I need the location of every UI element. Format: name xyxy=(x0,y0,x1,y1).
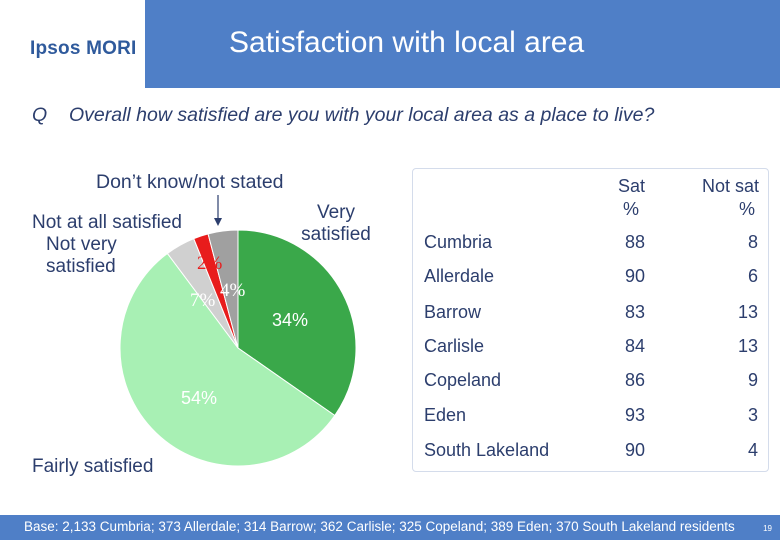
row-sat: 93 xyxy=(624,405,645,425)
callout-very-satisfied: Very satisfied xyxy=(301,202,371,245)
row-area: Copeland xyxy=(424,370,502,390)
pie-chart xyxy=(119,195,357,467)
results-table: Sat % Not sat % Cumbria 88 8 Allerdale 9… xyxy=(412,168,769,472)
pct-label-fairly-satisfied: 54% xyxy=(181,388,218,408)
header-not-sat-unit: % xyxy=(738,199,755,219)
callout-not-very: Not very satisfied xyxy=(46,234,117,277)
row-sat: 90 xyxy=(624,266,645,286)
row-area: Allerdale xyxy=(424,266,495,286)
title-bar: Satisfaction with local area xyxy=(145,0,780,88)
row-area: Eden xyxy=(424,405,467,425)
page-number: 19 xyxy=(763,524,772,533)
callout-dont-know: Don’t know/not stated xyxy=(96,171,284,193)
question-text: Overall how satisfied are you with your … xyxy=(69,104,655,126)
row-not-sat: 8 xyxy=(747,232,758,252)
header-sat-label: Sat xyxy=(617,176,645,196)
row-not-sat: 13 xyxy=(737,336,758,356)
dont-know-pointer-arrow xyxy=(214,218,222,226)
question-letter: Q xyxy=(32,104,48,126)
row-not-sat: 3 xyxy=(747,405,758,425)
row-not-sat: 4 xyxy=(747,440,758,460)
pct-label-not-very: 4% xyxy=(220,280,246,301)
pie-slices xyxy=(119,229,357,467)
row-area: Carlisle xyxy=(424,336,485,356)
pct-label-very-satisfied: 34% xyxy=(272,310,309,330)
pie-slice-fairly-satisfied xyxy=(119,252,336,467)
row-sat: 88 xyxy=(624,232,645,252)
row-area: South Lakeland xyxy=(424,440,550,460)
pct-label-dont-know: 7% xyxy=(190,290,216,311)
row-sat: 90 xyxy=(624,440,645,460)
header-not-sat-label: Not sat xyxy=(701,176,759,196)
row-not-sat: 6 xyxy=(747,266,758,286)
row-sat: 83 xyxy=(624,302,645,322)
pct-label-not-at-all: 2% xyxy=(197,253,223,274)
callout-not-at-all: Not at all satisfied xyxy=(32,212,182,233)
row-area: Cumbria xyxy=(424,232,493,252)
pie-slice-very-satisfied xyxy=(237,229,357,417)
ipsos-mori-logo: Ipsos MORI xyxy=(30,38,137,59)
logo-area: Ipsos MORI xyxy=(0,0,146,88)
header-sat-unit: % xyxy=(622,199,639,219)
row-sat: 86 xyxy=(624,370,645,390)
footer-bar: Base: 2,133 Cumbria; 373 Allerdale; 314 … xyxy=(0,515,780,540)
callout-fairly: Fairly satisfied xyxy=(32,456,154,477)
row-sat: 84 xyxy=(624,336,645,356)
row-not-sat: 13 xyxy=(737,302,758,322)
page-title: Satisfaction with local area xyxy=(229,26,585,59)
pie-slice-don-t-know-not-stated xyxy=(207,229,239,349)
row-not-sat: 9 xyxy=(747,370,758,390)
base-note: Base: 2,133 Cumbria; 373 Allerdale; 314 … xyxy=(24,519,735,534)
row-area: Barrow xyxy=(424,302,482,322)
